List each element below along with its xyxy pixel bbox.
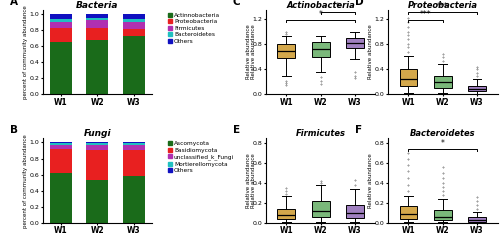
PathPatch shape: [400, 69, 417, 86]
Bar: [123, 145, 145, 150]
Text: Relative abundance: Relative abundance: [251, 25, 256, 79]
Text: C: C: [233, 0, 240, 7]
Text: *: *: [318, 10, 322, 19]
Y-axis label: Relative abundance: Relative abundance: [246, 25, 251, 79]
Legend: Actinnobacteria, Proteobacteria, Firmicutes, Bacteroidetes, Others: Actinnobacteria, Proteobacteria, Firmicu…: [168, 13, 220, 44]
Bar: [123, 176, 145, 223]
Text: *: *: [441, 139, 444, 148]
Y-axis label: Relative abundance: Relative abundance: [368, 153, 373, 208]
Bar: [50, 145, 72, 149]
PathPatch shape: [312, 42, 330, 57]
PathPatch shape: [312, 201, 330, 217]
Bar: [86, 28, 108, 40]
Bar: [50, 142, 72, 143]
PathPatch shape: [278, 209, 295, 219]
Text: B: B: [10, 125, 18, 135]
Text: F: F: [355, 125, 362, 135]
Y-axis label: percent of community abundance: percent of community abundance: [23, 134, 28, 228]
PathPatch shape: [346, 205, 364, 218]
PathPatch shape: [400, 206, 417, 219]
Bar: [86, 20, 108, 28]
PathPatch shape: [346, 38, 364, 48]
Text: Relative abundance: Relative abundance: [251, 153, 256, 208]
Text: ***: ***: [437, 2, 448, 12]
Bar: [86, 150, 108, 180]
Bar: [123, 22, 145, 29]
Y-axis label: Relative abundance: Relative abundance: [246, 153, 251, 208]
Legend: Ascomycota, Basidiomycota, unclassified_k_Fungi, Mortierellomycota, Others: Ascomycota, Basidiomycota, unclassified_…: [168, 141, 234, 173]
Bar: [86, 40, 108, 94]
PathPatch shape: [434, 210, 452, 220]
Bar: [50, 28, 72, 42]
Bar: [86, 145, 108, 150]
Bar: [50, 173, 72, 223]
Bar: [123, 142, 145, 143]
Text: *: *: [336, 2, 340, 12]
Bar: [86, 142, 108, 143]
Bar: [123, 19, 145, 22]
Text: ***: ***: [420, 10, 432, 19]
Bar: [123, 143, 145, 145]
Bar: [50, 149, 72, 173]
PathPatch shape: [468, 86, 486, 91]
Title: Proteobacteria: Proteobacteria: [408, 1, 478, 10]
Title: Bacteroidetes: Bacteroidetes: [410, 129, 476, 138]
Bar: [123, 29, 145, 37]
Bar: [86, 180, 108, 223]
Bar: [86, 14, 108, 18]
Bar: [123, 150, 145, 176]
Title: Actinobacteria: Actinobacteria: [286, 1, 355, 10]
Bar: [50, 14, 72, 19]
Bar: [50, 42, 72, 94]
Text: E: E: [233, 125, 240, 135]
PathPatch shape: [468, 217, 486, 222]
Bar: [50, 22, 72, 28]
Title: Firmicutes: Firmicutes: [296, 129, 346, 138]
Y-axis label: percent of community abundance: percent of community abundance: [23, 5, 28, 99]
PathPatch shape: [434, 76, 452, 88]
Bar: [123, 14, 145, 19]
PathPatch shape: [278, 44, 295, 58]
Text: D: D: [355, 0, 364, 7]
Text: A: A: [10, 0, 18, 7]
Bar: [50, 143, 72, 145]
Bar: [50, 19, 72, 22]
Y-axis label: Relative abundance: Relative abundance: [368, 25, 373, 79]
Bar: [86, 143, 108, 145]
Title: Bacteria: Bacteria: [76, 1, 118, 10]
Bar: [123, 37, 145, 94]
Bar: [86, 18, 108, 20]
Title: Fungi: Fungi: [84, 129, 111, 138]
